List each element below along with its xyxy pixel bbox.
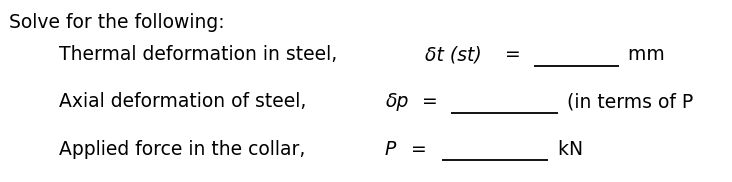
- Text: Applied force in the collar,: Applied force in the collar,: [59, 140, 311, 159]
- Text: kN: kN: [552, 140, 583, 159]
- Text: δt (st): δt (st): [425, 45, 482, 64]
- Text: Axial deformation of steel,: Axial deformation of steel,: [59, 92, 312, 111]
- Text: =: =: [416, 92, 444, 111]
- Text: δp: δp: [386, 92, 409, 111]
- Text: P: P: [384, 140, 395, 159]
- Text: Thermal deformation in steel,: Thermal deformation in steel,: [59, 45, 343, 64]
- Text: Solve for the following:: Solve for the following:: [9, 13, 225, 32]
- Text: (in terms of P: (in terms of P: [561, 92, 693, 111]
- Text: =: =: [399, 140, 433, 159]
- Text: mm: mm: [622, 45, 665, 64]
- Text: =: =: [498, 45, 526, 64]
